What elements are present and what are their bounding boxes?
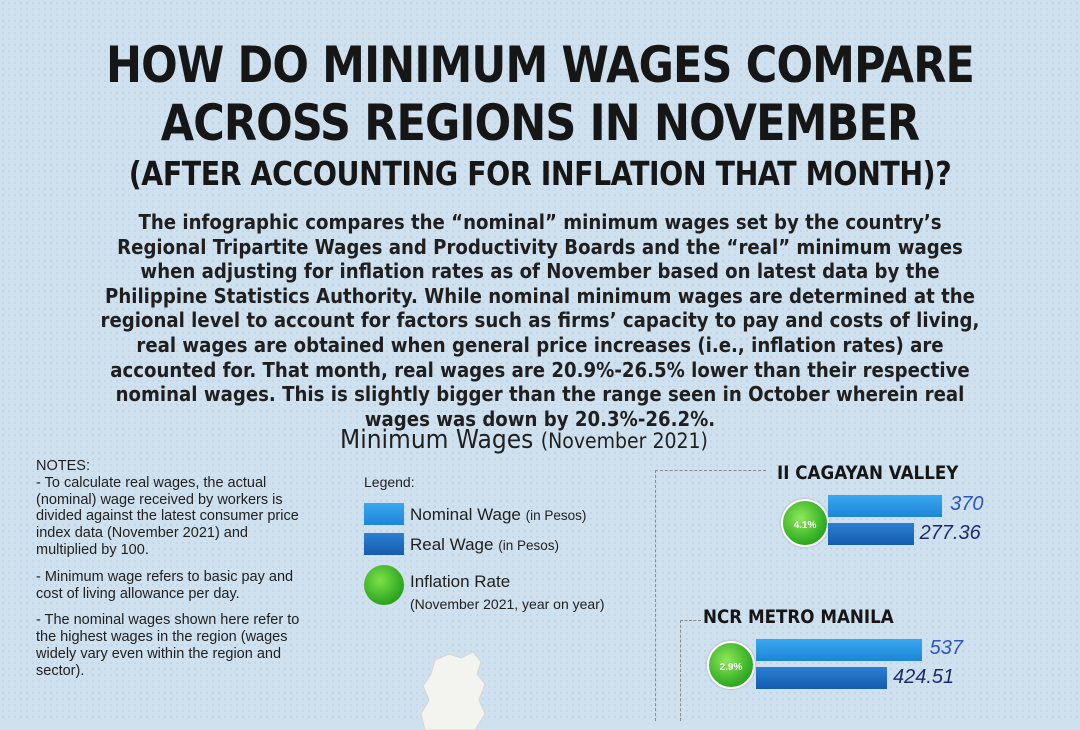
bar-real-ncr — [756, 667, 887, 689]
bar-nominal-ncr — [756, 639, 922, 661]
legend-title: Legend: — [364, 474, 415, 490]
value-nominal-cagayan: 370 — [950, 493, 984, 515]
bar-real-cagayan — [828, 523, 914, 545]
intro-paragraph: The infographic compares the “nominal” m… — [100, 210, 980, 431]
connector-line-cagayan — [655, 470, 766, 721]
inflation-value-cagayan: 4.1 — [793, 520, 808, 531]
note-item-minimum-wage: - Minimum wage refers to basic pay and c… — [36, 568, 294, 602]
legend-real-label: Real Wage — [410, 535, 494, 554]
region-label-ncr: NCR METRO MANILA — [703, 606, 894, 628]
region-label-cagayan: II CAGAYAN VALLEY — [777, 462, 959, 484]
legend-real-swatch — [364, 533, 404, 555]
inflation-unit-cagayan: % — [807, 520, 817, 531]
value-real-ncr: 424.51 — [892, 666, 955, 688]
value-real-cagayan: 277.36 — [919, 522, 981, 544]
legend-nominal: Nominal Wage (in Pesos) — [410, 505, 586, 525]
note-item-nominal-wages: - The nominal wages shown here refer to … — [36, 612, 300, 679]
chart-title-subtitle: (November 2021) — [540, 429, 708, 453]
legend-nominal-label: Nominal Wage — [410, 505, 521, 524]
value-nominal-ncr: 537 — [929, 637, 964, 659]
title-line-3: (AFTER ACCOUNTING FOR INFLATION THAT MON… — [128, 154, 952, 193]
notes-panel: NOTES: - To calculate real wages, the ac… — [36, 458, 311, 690]
legend-inflation-sub: (November 2021, year on year) — [410, 596, 605, 612]
note-item-real-wages: - To calculate real wages, the actual (n… — [36, 474, 299, 558]
inflation-badge-cagayan: 4.1% — [781, 499, 829, 547]
legend-real: Real Wage (in Pesos) — [410, 535, 559, 555]
title-line-2: ACROSS REGIONS IN NOVEMBER — [160, 94, 920, 152]
legend-inflation-label: Inflation Rate — [410, 572, 511, 591]
legend-inflation-circle — [364, 565, 404, 605]
inflation-unit-ncr: % — [733, 662, 743, 673]
bar-nominal-cagayan — [828, 495, 943, 517]
legend-nominal-unit: (in Pesos) — [525, 508, 587, 523]
connector-line-ncr — [680, 620, 701, 721]
notes-heading: NOTES: — [36, 458, 90, 474]
title-line-1: HOW DO MINIMUM WAGES COMPARE — [106, 36, 975, 94]
chart-title-main: Minimum Wages — [340, 425, 534, 455]
philippines-map-shape — [420, 651, 486, 730]
inflation-badge-ncr: 2.9% — [707, 641, 755, 689]
legend-real-unit: (in Pesos) — [498, 538, 559, 553]
legend-nominal-swatch — [364, 503, 404, 525]
inflation-value-ncr: 2.9 — [719, 662, 734, 673]
chart-title: Minimum Wages (November 2021) — [340, 425, 708, 455]
